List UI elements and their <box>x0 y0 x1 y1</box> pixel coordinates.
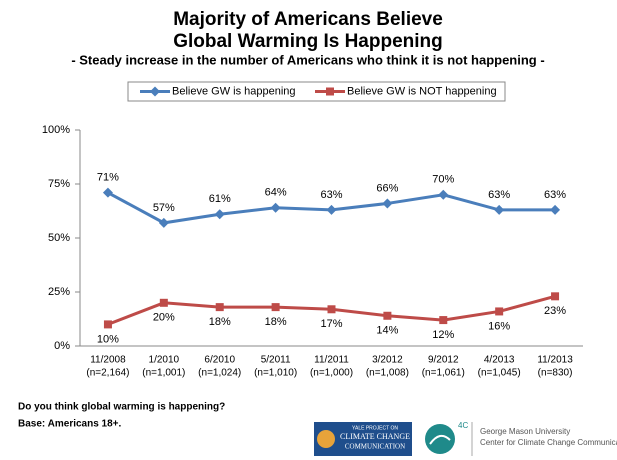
data-label: 23% <box>544 305 566 317</box>
logo-sun <box>317 430 335 448</box>
x-tick-label: 9/2012 <box>428 355 459 366</box>
note: Base: Americans 18+. <box>18 419 122 430</box>
point <box>382 198 393 209</box>
y-tick-label: 25% <box>48 286 70 298</box>
data-label: 57% <box>153 202 175 214</box>
legend-marker <box>150 86 160 97</box>
x-tick-label: 11/2011 <box>314 355 349 366</box>
point <box>215 303 224 312</box>
data-label: 16% <box>488 320 510 332</box>
data-label: 20% <box>153 312 175 324</box>
x-tick-label: 3/2012 <box>372 355 403 366</box>
x-tick-label: 5/2011 <box>261 355 291 366</box>
legend-label: Believe GW is NOT happening <box>347 85 497 97</box>
data-label: 63% <box>544 189 566 201</box>
x-tick-label: (n=1,001) <box>142 368 185 379</box>
logo-circle <box>425 424 455 454</box>
x-tick-label: (n=1,000) <box>310 368 353 379</box>
point <box>326 204 337 215</box>
x-tick-label: (n=1,008) <box>366 368 409 379</box>
point <box>159 298 168 307</box>
point <box>494 204 505 215</box>
chart-title: Majority of Americans Believe <box>173 9 443 30</box>
yale-logo: YALE PROJECT ON CLIMATE CHANGE COMMUNICA… <box>314 422 412 456</box>
x-tick-label: (n=1,045) <box>478 368 521 379</box>
data-label: 10% <box>97 333 119 345</box>
point <box>270 202 281 213</box>
point <box>438 189 449 200</box>
logo-text: 4C <box>458 421 468 430</box>
y-tick-label: 75% <box>48 178 70 190</box>
x-tick-label: (n=1,061) <box>422 368 465 379</box>
data-label: 64% <box>265 187 287 199</box>
chart-subtitle: - Steady increase in the number of Ameri… <box>71 52 544 67</box>
data-label: 71% <box>97 172 119 184</box>
x-tick-label: 1/2010 <box>149 355 180 366</box>
data-label: 18% <box>265 316 287 328</box>
x-tick-label: (n=1,024) <box>198 368 241 379</box>
point <box>439 316 448 325</box>
x-tick-label: (n=2,164) <box>86 368 129 379</box>
x-tick-label: (n=1,010) <box>254 368 297 379</box>
point <box>102 187 113 198</box>
logo-text: YALE PROJECT ON <box>352 425 398 431</box>
data-label: 12% <box>432 329 454 341</box>
x-tick-label: 11/2008 <box>90 355 126 366</box>
logo-text: COMMUNICATION <box>345 443 405 451</box>
point <box>103 320 112 329</box>
x-tick-label: 11/2013 <box>537 355 573 366</box>
x-tick-label: (n=830) <box>538 368 573 379</box>
point <box>551 292 560 301</box>
y-tick-label: 50% <box>48 232 70 244</box>
data-label: 61% <box>209 193 231 205</box>
data-label: 63% <box>320 189 342 201</box>
point <box>495 307 504 316</box>
x-tick-label: 4/2013 <box>484 355 515 366</box>
y-tick-label: 100% <box>42 124 70 136</box>
data-label: 17% <box>320 318 342 330</box>
legend-marker <box>326 87 334 96</box>
point <box>214 209 225 220</box>
point <box>271 303 280 312</box>
logo-text: Center for Climate Change Communication <box>480 438 617 447</box>
point <box>550 204 561 215</box>
point <box>327 305 336 314</box>
point <box>383 311 392 320</box>
note: Do you think global warming is happening… <box>18 402 225 413</box>
logo-wave <box>429 434 451 445</box>
gmu-logo: 4C George Mason University Center for Cl… <box>425 421 617 456</box>
legend-label: Believe GW is happening <box>172 85 296 97</box>
logo-text: CLIMATE CHANGE <box>340 432 410 441</box>
point <box>158 217 169 228</box>
y-tick-label: 0% <box>54 340 70 352</box>
chart-title: Global Warming Is Happening <box>173 31 443 52</box>
logo-text: George Mason University <box>480 427 570 436</box>
data-label: 70% <box>432 174 454 186</box>
data-label: 66% <box>376 182 398 194</box>
data-label: 14% <box>376 325 398 337</box>
data-label: 18% <box>209 316 231 328</box>
x-tick-label: 6/2010 <box>204 355 235 366</box>
data-label: 63% <box>488 189 510 201</box>
